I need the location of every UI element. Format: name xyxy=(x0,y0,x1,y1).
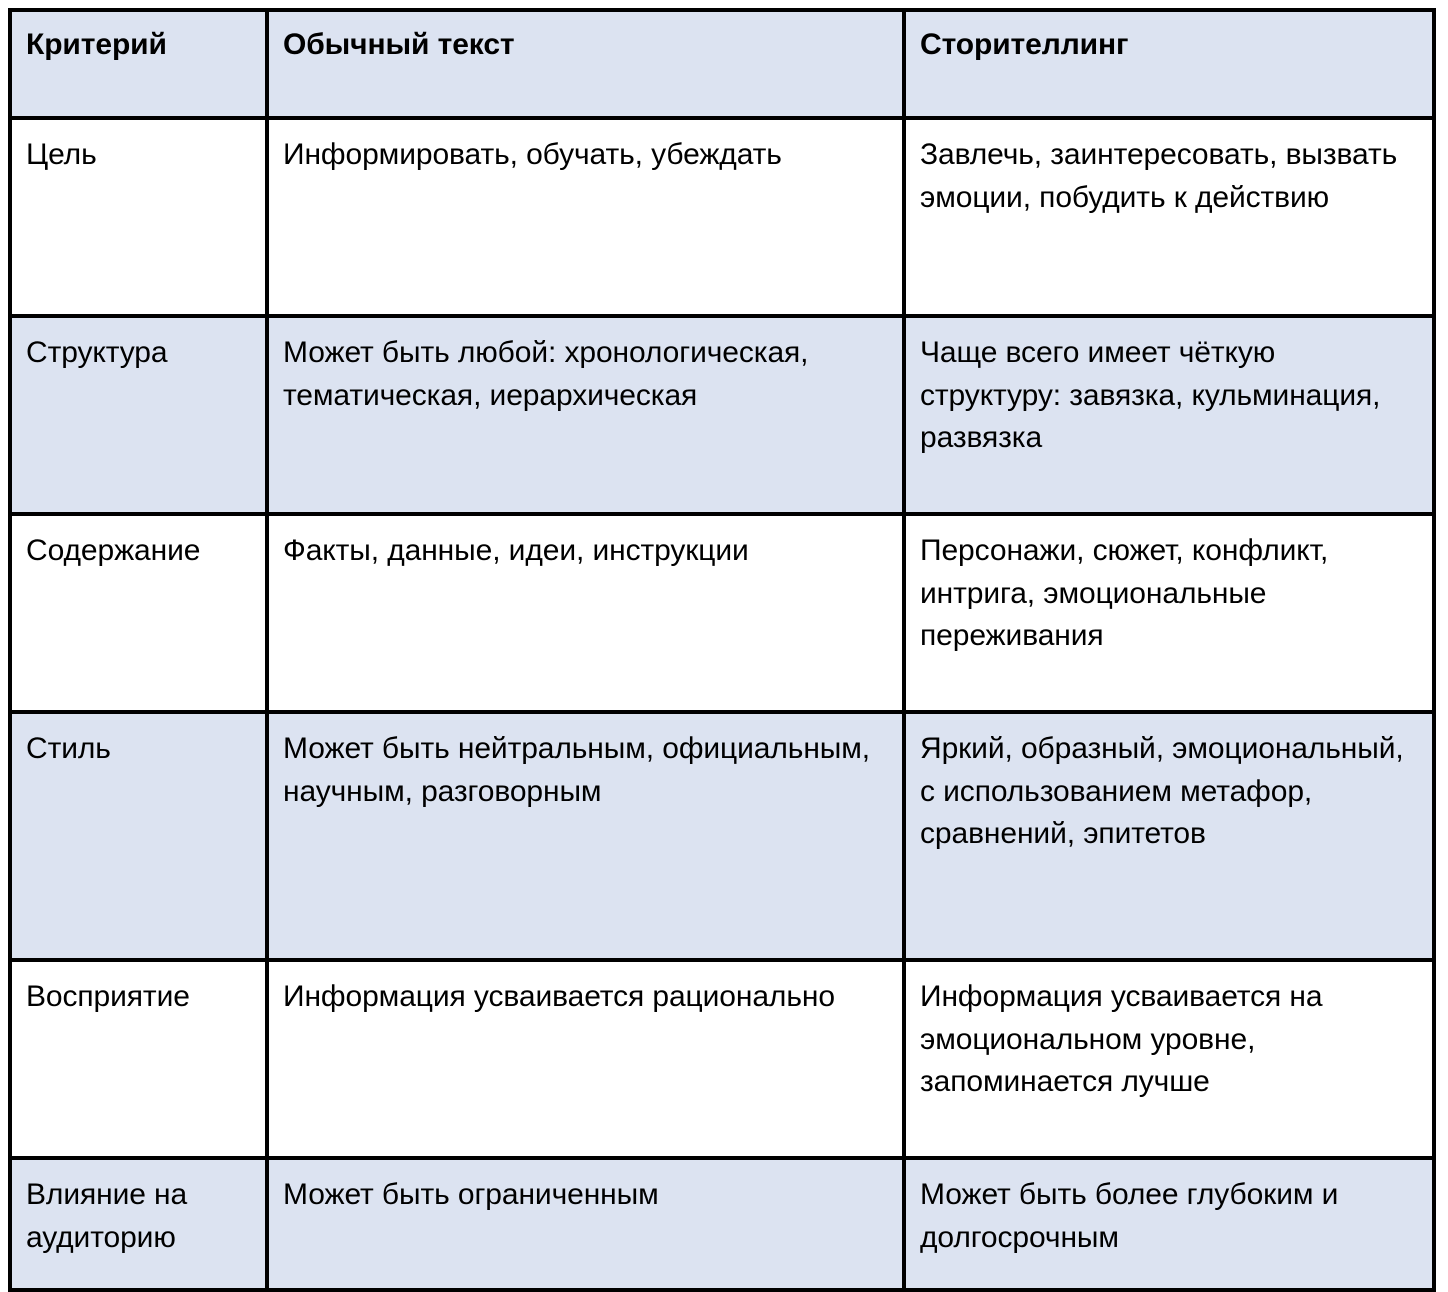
cell-plain-text: Факты, данные, идеи, инструкции xyxy=(265,512,906,714)
table-header-row: Критерий Обычный текст Сторителлинг xyxy=(8,8,1436,120)
table-row: Структура Может быть любой: хронологичес… xyxy=(8,314,1436,516)
cell-storytelling: Завлечь, заинтересовать, вызвать эмоции,… xyxy=(902,116,1436,318)
cell-storytelling: Яркий, образный, эмоциональный, с исполь… xyxy=(902,710,1436,962)
document-canvas: Критерий Обычный текст Сторителлинг Цель… xyxy=(8,8,1436,1292)
cell-criterion: Цель xyxy=(8,116,269,318)
column-header-storytelling: Сторителлинг xyxy=(902,8,1436,120)
table-row: Цель Информировать, обучать, убеждать За… xyxy=(8,116,1436,318)
cell-storytelling: Информация усваивается на эмоциональном … xyxy=(902,958,1436,1160)
cell-storytelling: Может быть более глубоким и долгосрочным xyxy=(902,1156,1436,1292)
table-row: Влияние на аудиторию Может быть ограниче… xyxy=(8,1156,1436,1292)
cell-plain-text: Может быть нейтральным, официальным, нау… xyxy=(265,710,906,962)
comparison-table: Критерий Обычный текст Сторителлинг Цель… xyxy=(8,8,1436,1292)
cell-plain-text: Информация усваивается рационально xyxy=(265,958,906,1160)
cell-plain-text: Может быть ограниченным xyxy=(265,1156,906,1292)
cell-criterion: Содержание xyxy=(8,512,269,714)
cell-criterion: Структура xyxy=(8,314,269,516)
table-row: Содержание Факты, данные, идеи, инструкц… xyxy=(8,512,1436,714)
cell-criterion: Восприятие xyxy=(8,958,269,1160)
cell-plain-text: Может быть любой: хронологическая, темат… xyxy=(265,314,906,516)
cell-plain-text: Информировать, обучать, убеждать xyxy=(265,116,906,318)
column-header-plain-text: Обычный текст xyxy=(265,8,906,120)
cell-storytelling: Чаще всего имеет чёткую структуру: завяз… xyxy=(902,314,1436,516)
column-header-criterion: Критерий xyxy=(8,8,269,120)
cell-criterion: Стиль xyxy=(8,710,269,962)
table-row: Восприятие Информация усваивается рацион… xyxy=(8,958,1436,1160)
cell-storytelling: Персонажи, сюжет, конфликт, интрига, эмо… xyxy=(902,512,1436,714)
table-row: Стиль Может быть нейтральным, официальны… xyxy=(8,710,1436,962)
cell-criterion: Влияние на аудиторию xyxy=(8,1156,269,1292)
